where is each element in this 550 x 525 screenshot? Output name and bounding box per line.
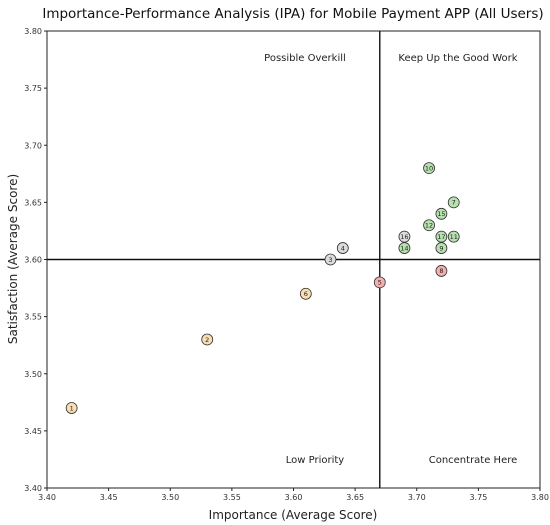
data-point-marker [447, 196, 460, 209]
data-point-label: 2 [205, 336, 209, 344]
data-point-label: 10 [425, 164, 433, 172]
x-tick-label: 3.45 [100, 493, 118, 502]
x-tick-label: 3.65 [346, 493, 364, 502]
data-point-label: 12 [425, 222, 433, 230]
data-point-label: 7 [452, 199, 456, 207]
data-point-label: 1 [70, 404, 74, 412]
x-tick-label: 3.75 [469, 493, 487, 502]
data-point-label: 11 [450, 233, 458, 241]
data-point-marker [423, 219, 435, 232]
data-point-marker [373, 276, 386, 289]
data-point-marker [435, 242, 448, 254]
y-tick-label: 3.70 [24, 141, 42, 150]
y-axis-label: Satisfaction (Average Score) [6, 174, 20, 344]
quadrant-label-bottom-left: Low Priority [286, 455, 345, 466]
data-point-marker [398, 230, 411, 243]
x-tick-label: 3.60 [285, 493, 303, 502]
data-point-marker [435, 207, 448, 220]
y-tick-label: 3.80 [24, 27, 42, 36]
mean-lines [47, 31, 540, 488]
data-point-label: 15 [437, 210, 445, 218]
data-point-label: 6 [304, 290, 308, 298]
data-point-marker [398, 242, 411, 254]
data-point-marker [447, 230, 460, 243]
x-tick-label: 3.80 [531, 493, 549, 502]
chart-title: Importance-Performance Analysis (IPA) fo… [42, 6, 543, 22]
y-tick-label: 3.45 [24, 427, 42, 436]
data-point-marker [423, 162, 435, 175]
quadrant-label-top-left: Possible Overkill [264, 53, 346, 64]
x-tick-label: 3.50 [161, 493, 179, 502]
data-point-marker [435, 230, 448, 243]
data-point-marker [435, 265, 448, 277]
data-point-label: 5 [378, 279, 382, 287]
data-point-label: 14 [400, 244, 408, 252]
axis-ticks: 3.40 3.45 3.50 3.55 3.60 3.65 3.70 3.75 3.80 3.40… [24, 27, 549, 502]
x-tick-label: 3.70 [408, 493, 426, 502]
x-axis-label: Importance (Average Score) [209, 508, 378, 522]
data-point-label: 17 [437, 233, 445, 241]
data-point-label: 3 [328, 256, 332, 264]
data-point-marker [336, 242, 349, 254]
x-tick-label: 3.55 [223, 493, 241, 502]
data-point-marker [201, 333, 214, 346]
y-tick-label: 3.65 [24, 198, 42, 207]
data-point-marker [65, 402, 78, 414]
x-tick-label: 3.40 [38, 493, 56, 502]
data-point-label: 16 [400, 233, 408, 241]
data-point-marker [324, 253, 337, 266]
data-point-label: 8 [439, 267, 443, 275]
y-tick-label: 3.60 [24, 256, 42, 265]
y-tick-label: 3.75 [24, 84, 42, 93]
data-point-marker [299, 287, 312, 300]
quadrant-label-top-right: Keep Up the Good Work [398, 53, 517, 64]
y-tick-label: 3.40 [24, 484, 42, 493]
quadrant-label-bottom-right: Concentrate Here [429, 455, 518, 466]
data-point-label: 9 [439, 244, 443, 252]
y-tick-label: 3.55 [24, 313, 42, 322]
y-tick-label: 3.50 [24, 370, 42, 379]
data-point-label: 4 [341, 244, 345, 252]
